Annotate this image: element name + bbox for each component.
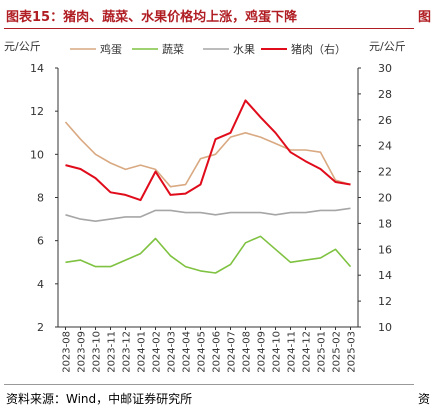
series-line	[65, 99, 351, 202]
x-tick-label: 2024-05	[197, 331, 208, 373]
title-divider	[4, 28, 414, 29]
x-tick-label: 2024-04	[182, 331, 193, 373]
x-tick-label: 2025-02	[332, 331, 343, 373]
x-tick-label: 2023-08	[62, 331, 73, 373]
y-right-tick-label: 16	[378, 243, 392, 256]
legend-label: 猪肉（右）	[291, 42, 346, 56]
x-tick-label: 2024-02	[152, 331, 163, 373]
y-right-tick-label: 30	[378, 62, 392, 75]
figure-title: 图表15：猪肉、蔬菜、水果价格均上涨，鸡蛋下降	[6, 10, 298, 25]
x-tick-label: 2024-10	[272, 331, 283, 373]
x-tick-label: 2023-12	[122, 331, 133, 373]
y-right-tick-label: 22	[378, 166, 392, 179]
y-left-tick-label: 8	[37, 192, 44, 205]
y-right-tick-label: 28	[378, 88, 392, 101]
adjacent-figure-title-fragment: 图	[418, 10, 432, 25]
y-right-tick-label: 14	[378, 269, 392, 282]
x-tick-label: 2023-10	[92, 331, 103, 373]
x-tick-label: 2024-09	[257, 331, 268, 373]
y-right-tick-label: 18	[378, 217, 392, 230]
x-tick-label: 2024-01	[137, 331, 148, 373]
y-left-tick-label: 6	[37, 235, 44, 248]
series-line	[64, 121, 351, 188]
y-left-tick-label: 14	[30, 62, 44, 75]
y-left-tick-label: 2	[37, 321, 44, 334]
y-right-tick-label: 10	[378, 321, 392, 334]
y-right-tick-label: 12	[378, 295, 392, 308]
legend-label: 鸡蛋	[100, 42, 122, 56]
legend-label: 蔬菜	[162, 43, 184, 56]
source-note: 资料来源：Wind，中邮证券研究所	[6, 392, 193, 406]
x-tick-label: 2025-01	[317, 331, 328, 373]
x-tick-label: 2024-07	[227, 331, 238, 373]
x-tick-label: 2025-03	[347, 331, 358, 373]
adjacent-source-fragment: 资	[418, 392, 431, 406]
x-tick-label: 2023-09	[77, 331, 88, 373]
y-left-tick-label: 4	[37, 278, 44, 291]
y-right-tick-label: 20	[378, 192, 392, 205]
legend-label: 水果	[233, 43, 255, 56]
series-line	[65, 207, 351, 222]
y-left-tick-label: 12	[30, 105, 44, 118]
y-axis-left-label: 元/公斤	[4, 40, 41, 53]
y-right-tick-label: 24	[378, 140, 392, 153]
y-right-tick-label: 26	[378, 114, 392, 127]
chart-series	[64, 99, 352, 274]
x-tick-label: 2024-06	[212, 331, 223, 373]
x-tick-label: 2024-08	[242, 331, 253, 373]
x-tick-label: 2024-03	[167, 331, 178, 373]
y-axis-right-label: 元/公斤	[369, 40, 406, 53]
y-left-tick-label: 10	[30, 148, 44, 161]
chart-legend: 鸡蛋 蔬菜 水果 猪肉（右）	[70, 42, 346, 56]
source-divider	[4, 384, 414, 385]
x-tick-label: 2024-11	[287, 331, 298, 373]
x-tick-label: 2024-12	[302, 331, 313, 373]
series-line	[65, 235, 352, 274]
x-tick-label: 2023-11	[107, 331, 118, 373]
